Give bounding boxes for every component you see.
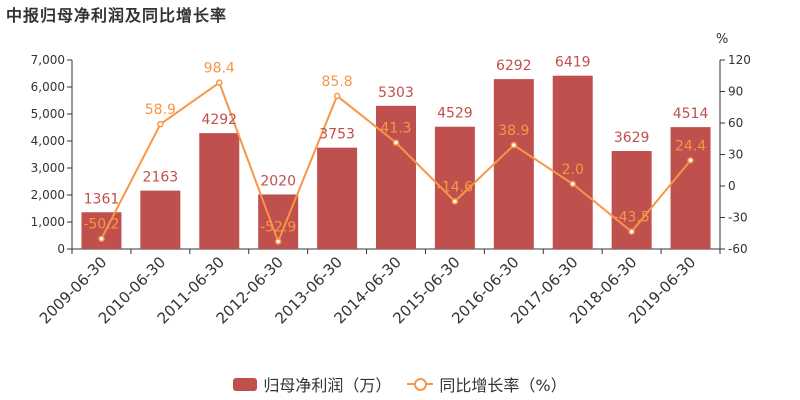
bar-data-label: 3753 bbox=[319, 127, 355, 143]
bar bbox=[552, 75, 593, 249]
y-right-unit-label: % bbox=[716, 32, 728, 47]
y-left-tick-label: 3,000 bbox=[31, 161, 65, 175]
growth-point bbox=[392, 139, 400, 146]
growth-point bbox=[274, 238, 282, 245]
bar bbox=[81, 212, 122, 249]
bar bbox=[140, 190, 181, 249]
bars-layer bbox=[81, 75, 711, 249]
y-left-tick-label: 7,000 bbox=[31, 53, 65, 67]
growth-point bbox=[98, 235, 105, 242]
legend-label-growth: 同比增长率（%） bbox=[439, 376, 567, 395]
labels-layer: 1361 2163 4292 2020 3753 5303 4529 6292 6419 3629… bbox=[83, 55, 708, 236]
bar-data-label: 1361 bbox=[84, 191, 120, 207]
growth-data-label: 58.9 bbox=[145, 102, 176, 118]
bar-data-label: 6419 bbox=[555, 55, 591, 71]
growth-point bbox=[687, 157, 694, 164]
growth-data-label: 85.8 bbox=[322, 74, 353, 90]
growth-point bbox=[333, 92, 341, 100]
growth-data-label: 24.4 bbox=[675, 138, 706, 154]
growth-data-label: 41.3 bbox=[380, 121, 411, 137]
bar bbox=[199, 133, 240, 249]
growth-data-label: 38.9 bbox=[498, 123, 529, 139]
legend-item-growth[interactable]: 同比增长率（%） bbox=[407, 372, 567, 396]
legend-label-profit: 归母净利润（万） bbox=[263, 376, 392, 395]
y-right-tick-label: -60 bbox=[728, 242, 748, 256]
bar-data-label: 2163 bbox=[143, 170, 179, 186]
bar-data-label: 2020 bbox=[260, 173, 296, 189]
growth-point bbox=[216, 79, 223, 86]
chart-canvas: 0 1,000 2,000 3,000 4,000 5,000 6,000 7,000 -60 -… bbox=[31, 32, 751, 327]
y-left-tick-label: 5,000 bbox=[31, 107, 65, 121]
chart-title: 中报归母净利润及同比增长率 bbox=[6, 6, 228, 25]
y-right-tick-label: 60 bbox=[728, 116, 743, 130]
legend: 归母净利润（万） 同比增长率（%） bbox=[0, 372, 800, 396]
bar bbox=[670, 127, 711, 249]
y-right-tick-label: 30 bbox=[728, 148, 743, 162]
growth-data-label: 98.4 bbox=[204, 61, 235, 77]
y-right-tick-label: 90 bbox=[728, 85, 743, 99]
y-right-tick-label: -30 bbox=[728, 211, 748, 225]
y-left-tick-label: 0 bbox=[57, 242, 65, 256]
y-left-tick-label: 1,000 bbox=[31, 215, 65, 229]
bar bbox=[376, 105, 416, 249]
bar bbox=[317, 147, 358, 249]
bar-data-label: 3629 bbox=[614, 130, 650, 146]
y-left-tick-label: 2,000 bbox=[31, 188, 65, 202]
legend-line-swatch bbox=[407, 377, 434, 391]
legend-item-profit[interactable]: 归母净利润（万） bbox=[233, 372, 391, 396]
bar-data-label: 4292 bbox=[201, 112, 237, 128]
bar-data-label: 5303 bbox=[378, 85, 414, 101]
growth-point bbox=[157, 120, 164, 128]
growth-point bbox=[569, 180, 576, 188]
bar bbox=[493, 79, 534, 249]
line-layer bbox=[98, 79, 694, 245]
y-right-tick-label: 0 bbox=[728, 179, 736, 193]
y-right-tick-label: 120 bbox=[728, 53, 751, 67]
growth-data-label: 2.0 bbox=[562, 162, 584, 178]
bar-data-label: 4529 bbox=[437, 106, 473, 122]
y-left-tick-label: 4,000 bbox=[31, 134, 65, 148]
growth-point bbox=[628, 228, 635, 235]
bar-data-label: 6292 bbox=[496, 58, 532, 74]
growth-data-label: -52.9 bbox=[260, 220, 296, 236]
growth-data-label: -14.6 bbox=[437, 179, 473, 195]
growth-point bbox=[510, 141, 518, 149]
growth-data-label: -50.2 bbox=[83, 217, 119, 233]
growth-data-label: -43.5 bbox=[614, 210, 650, 226]
growth-point bbox=[451, 198, 459, 205]
bar-data-label: 4514 bbox=[673, 106, 709, 122]
y-left-tick-label: 6,000 bbox=[31, 80, 65, 94]
legend-bar-swatch bbox=[233, 377, 258, 391]
